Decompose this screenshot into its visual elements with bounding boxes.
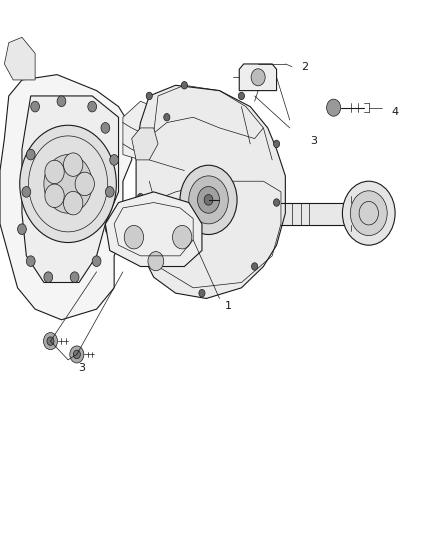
Text: 3: 3: [78, 363, 85, 373]
Circle shape: [88, 101, 96, 112]
Text: 2: 2: [301, 62, 308, 71]
Circle shape: [172, 225, 191, 249]
Circle shape: [251, 263, 257, 270]
Circle shape: [238, 92, 244, 100]
Circle shape: [64, 191, 83, 215]
Circle shape: [188, 176, 228, 224]
Circle shape: [44, 155, 92, 213]
Circle shape: [44, 272, 53, 282]
Circle shape: [204, 195, 212, 205]
Circle shape: [198, 289, 205, 297]
Circle shape: [146, 92, 152, 100]
Polygon shape: [348, 197, 357, 230]
Circle shape: [180, 165, 237, 235]
Circle shape: [155, 257, 161, 265]
Polygon shape: [123, 101, 153, 160]
Circle shape: [105, 224, 114, 235]
Text: 1: 1: [224, 302, 231, 311]
Polygon shape: [239, 64, 276, 91]
Circle shape: [251, 69, 265, 86]
Circle shape: [92, 256, 101, 266]
Circle shape: [181, 82, 187, 89]
Circle shape: [26, 149, 35, 160]
Circle shape: [326, 99, 340, 116]
Circle shape: [342, 181, 394, 245]
Circle shape: [110, 155, 118, 165]
Polygon shape: [22, 96, 118, 282]
Text: 4: 4: [391, 107, 398, 117]
Circle shape: [105, 187, 114, 197]
Circle shape: [18, 224, 26, 235]
Circle shape: [73, 350, 80, 359]
Circle shape: [45, 160, 64, 184]
Circle shape: [70, 272, 79, 282]
Polygon shape: [136, 85, 285, 298]
Circle shape: [64, 153, 83, 176]
Polygon shape: [131, 128, 158, 160]
Circle shape: [22, 187, 31, 197]
Circle shape: [20, 125, 116, 243]
Circle shape: [45, 184, 64, 207]
Polygon shape: [0, 75, 131, 320]
Circle shape: [31, 101, 39, 112]
Circle shape: [47, 337, 54, 345]
Circle shape: [57, 96, 66, 107]
Text: 3: 3: [310, 136, 317, 146]
Circle shape: [350, 191, 386, 236]
Circle shape: [124, 225, 143, 249]
Circle shape: [197, 187, 219, 213]
Circle shape: [101, 123, 110, 133]
Circle shape: [148, 252, 163, 271]
Circle shape: [43, 333, 57, 350]
Circle shape: [70, 346, 84, 363]
Circle shape: [273, 199, 279, 206]
Polygon shape: [4, 37, 35, 80]
Circle shape: [273, 140, 279, 148]
Circle shape: [163, 114, 170, 121]
Circle shape: [75, 172, 94, 196]
Polygon shape: [105, 192, 201, 266]
Circle shape: [26, 256, 35, 266]
Circle shape: [137, 193, 143, 201]
